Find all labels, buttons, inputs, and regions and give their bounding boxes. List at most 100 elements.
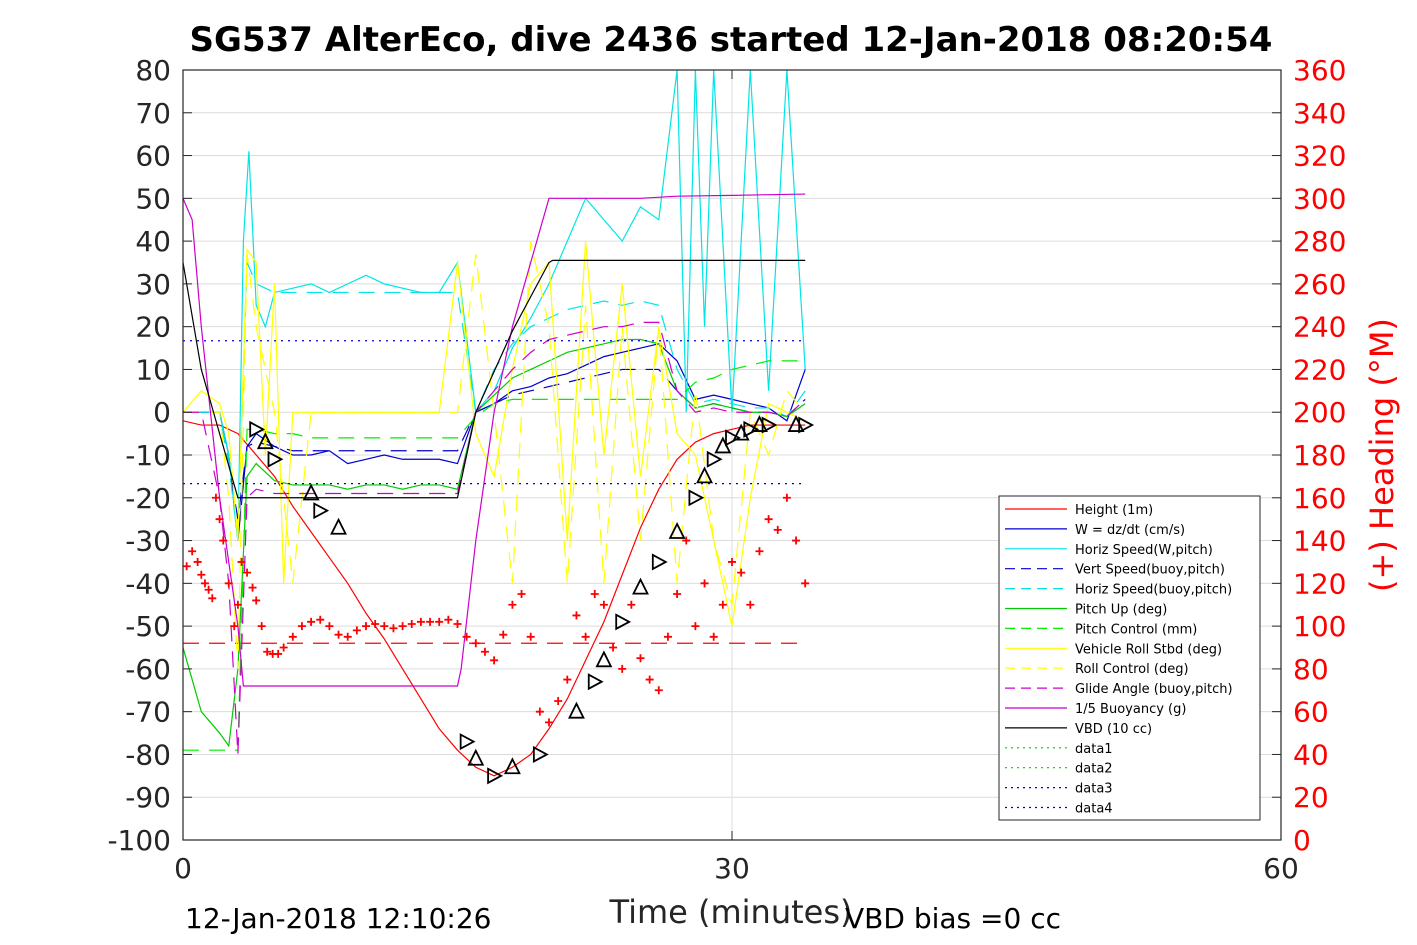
vbd-marker [615,613,632,631]
heading-point [618,664,627,673]
y-tick-label: 0 [153,396,171,429]
y-tick-label: -90 [125,781,171,814]
right-tick-label: 140 [1293,525,1346,558]
heading-point [389,624,398,633]
heading-point [490,656,499,665]
y-tick-label: 20 [135,311,171,344]
right-tick-label: 360 [1293,54,1346,87]
vbd-marker [302,483,320,501]
heading-point [248,583,257,592]
legend-label: data1 [1075,742,1113,757]
right-tick-label: 180 [1293,439,1346,472]
heading-point [453,619,462,628]
chart-title: SG537 AlterEco, dive 2436 started 12-Jan… [190,20,1273,60]
heading-point [554,696,563,705]
legend-label: Horiz Speed(W,pitch) [1075,543,1213,558]
heading-point [700,579,709,588]
vbd-marker [651,553,668,571]
footer-timestamp: 12-Jan-2018 12:10:26 [185,902,491,935]
x-tick-label: 60 [1263,852,1299,885]
right-tick-label: 20 [1293,781,1329,814]
heading-point [371,619,380,628]
heading-point [230,622,239,631]
y-tick-label: -100 [107,824,171,857]
right-tick-label: 0 [1293,824,1311,857]
heading-point [188,547,197,556]
series-line-6 [183,360,806,751]
legend-label: data4 [1075,802,1113,817]
legend-label: Horiz Speed(buoy,pitch) [1075,583,1232,598]
heading-point [325,622,334,631]
heading-point [526,632,535,641]
legend-label: W = dz/dt (cm/s) [1075,523,1185,538]
vbd-marker [467,748,485,766]
vbd-marker [595,650,613,668]
heading-point [471,639,480,648]
legend: Height (1m) W = dz/dt (cm/s) Horiz Speed(W… [998,495,1261,821]
series-line-10 [183,193,806,687]
heading-point [243,568,252,577]
x-tick-label: 0 [174,852,192,885]
vbd-marker [459,733,476,751]
heading-point [718,600,727,609]
vbd-marker [267,450,284,468]
heading-point [380,622,389,631]
heading-point [224,579,233,588]
heading-point [764,515,773,524]
legend-label: Glide Angle (buoy,pitch) [1075,682,1233,697]
heading-point [297,622,306,631]
x-tick-label: 30 [714,852,750,885]
legend-label: Pitch Up (deg) [1075,603,1167,618]
heading-point [709,632,718,641]
heading-point [636,654,645,663]
heading-point [581,632,590,641]
y-tick-label: 70 [135,97,171,130]
vbd-marker [313,502,330,520]
heading-point [204,585,213,594]
legend-label: Pitch Control (mm) [1075,622,1197,637]
right-tick-label: 160 [1293,482,1346,515]
heading-point [480,647,489,656]
heading-point [609,643,618,652]
vbd-marker [725,429,741,447]
heading-point [435,617,444,626]
y-tick-label: -40 [125,567,171,600]
heading-point [728,557,736,566]
heading-point [208,594,217,603]
heading-point [737,568,746,577]
heading-point [257,622,266,631]
y-tick-label: -70 [125,696,171,729]
vbd-marker [632,577,649,595]
heading-point [801,579,810,588]
vbd-marker [330,517,348,535]
heading-point [219,536,228,545]
vbd-marker [798,416,815,434]
y-tick-label: 80 [135,54,171,87]
vbd-marker [532,745,549,763]
heading-point [263,647,272,656]
heading-point [288,632,297,641]
heading-point [782,493,791,502]
vbd-marker [688,489,705,507]
x-axis-label: Time (minutes) [609,893,853,931]
heading-point [654,686,663,695]
y-tick-label: -20 [125,482,171,515]
legend-label: Roll Control (deg) [1075,662,1189,677]
legend-label: Vehicle Roll Stbd (deg) [1075,642,1222,657]
heading-point [563,675,572,684]
heading-point [462,632,471,641]
series-line-8 [183,240,806,669]
heading-point [237,557,246,566]
right-tick-label: 100 [1293,610,1346,643]
heading-point [398,622,407,631]
heading-point [508,600,517,609]
heading-point [645,675,654,684]
y-tick-label: -10 [125,439,171,472]
vbd-marker [487,767,503,785]
series-line-11 [183,259,806,499]
series-line-0 [183,420,806,777]
vbd-marker [743,420,760,438]
legend-label: data3 [1075,782,1113,797]
right-tick-label: 320 [1293,140,1346,173]
heading-point [545,718,553,727]
